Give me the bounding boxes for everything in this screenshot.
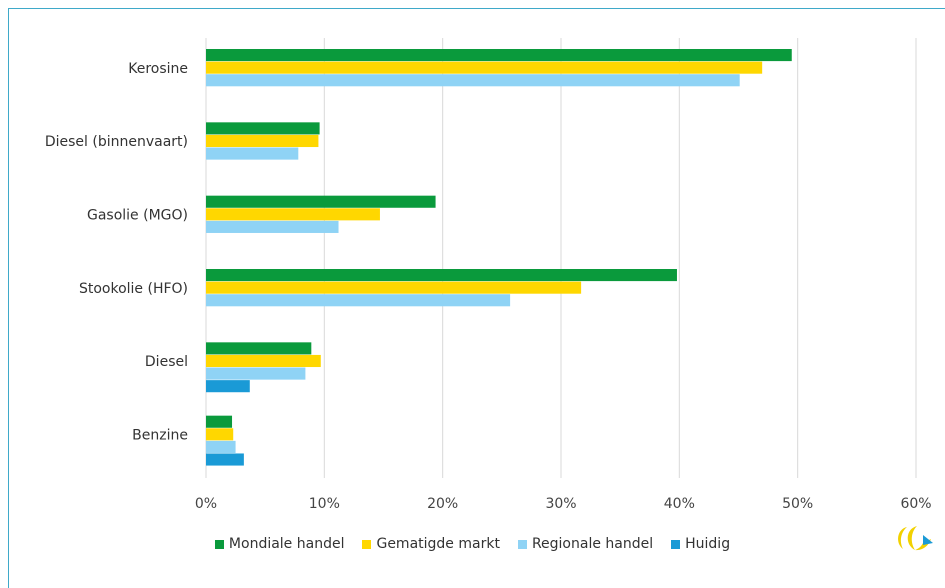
legend-swatch (362, 539, 372, 549)
legend-swatch (214, 539, 224, 549)
category-labels: Kerosine Diesel (binnenvaart) Gasolie (MGO… (45, 61, 188, 444)
bar (206, 195, 436, 208)
legend: Mondiale handel Gematigde markt Regional… (0, 536, 945, 552)
bar (206, 380, 250, 393)
x-tick-label: 0% (195, 496, 217, 512)
x-tick-label: 20% (427, 496, 458, 512)
chart-frame (8, 8, 945, 588)
category-label: Gasolie (MGO) (87, 208, 188, 224)
bar (206, 61, 763, 74)
x-tick-label: 30% (545, 496, 576, 512)
x-tick-label: 60% (900, 496, 931, 512)
bar (206, 428, 234, 441)
category-label: Diesel (binnenvaart) (45, 134, 188, 150)
legend-swatch (671, 539, 681, 549)
bar (206, 281, 582, 294)
bar (206, 453, 244, 466)
x-tick-label: 40% (664, 496, 695, 512)
legend-label: Huidig (685, 536, 731, 552)
bar (206, 294, 511, 307)
legend-label: Regionale handel (531, 536, 654, 552)
bar (206, 342, 312, 355)
x-tick-label: 10% (309, 496, 340, 512)
legend-label: Gematigde markt (376, 536, 500, 552)
legend-item: Gematigde markt (362, 536, 500, 552)
bar (206, 134, 319, 148)
bar (206, 440, 236, 453)
bar (206, 367, 306, 380)
bar (206, 208, 380, 221)
x-tick-labels: 0% 10% 20% 30% 40% 50% 60% (195, 496, 932, 512)
bar (206, 354, 321, 368)
bar (206, 147, 299, 160)
category-label: Stookolie (HFO) (79, 281, 188, 297)
bar (206, 220, 339, 233)
category-label: Diesel (145, 354, 188, 370)
bar (206, 74, 740, 87)
gridlines (205, 38, 917, 478)
legend-label: Mondiale handel (228, 536, 345, 552)
category-label: Kerosine (128, 61, 188, 77)
category-label: Benzine (132, 428, 188, 444)
bar (206, 122, 320, 135)
bars (206, 49, 792, 466)
bar (206, 415, 233, 428)
legend-item: Regionale handel (517, 536, 654, 552)
bar (206, 49, 792, 62)
logo-icon (898, 526, 933, 551)
x-tick-label: 50% (782, 496, 813, 512)
legend-item: Mondiale handel (214, 536, 345, 552)
bar-chart: Kerosine Diesel (binnenvaart) Gasolie (MGO… (45, 38, 932, 512)
bar (206, 269, 677, 282)
legend-item: Huidig (671, 536, 730, 552)
legend-swatch (517, 539, 527, 549)
